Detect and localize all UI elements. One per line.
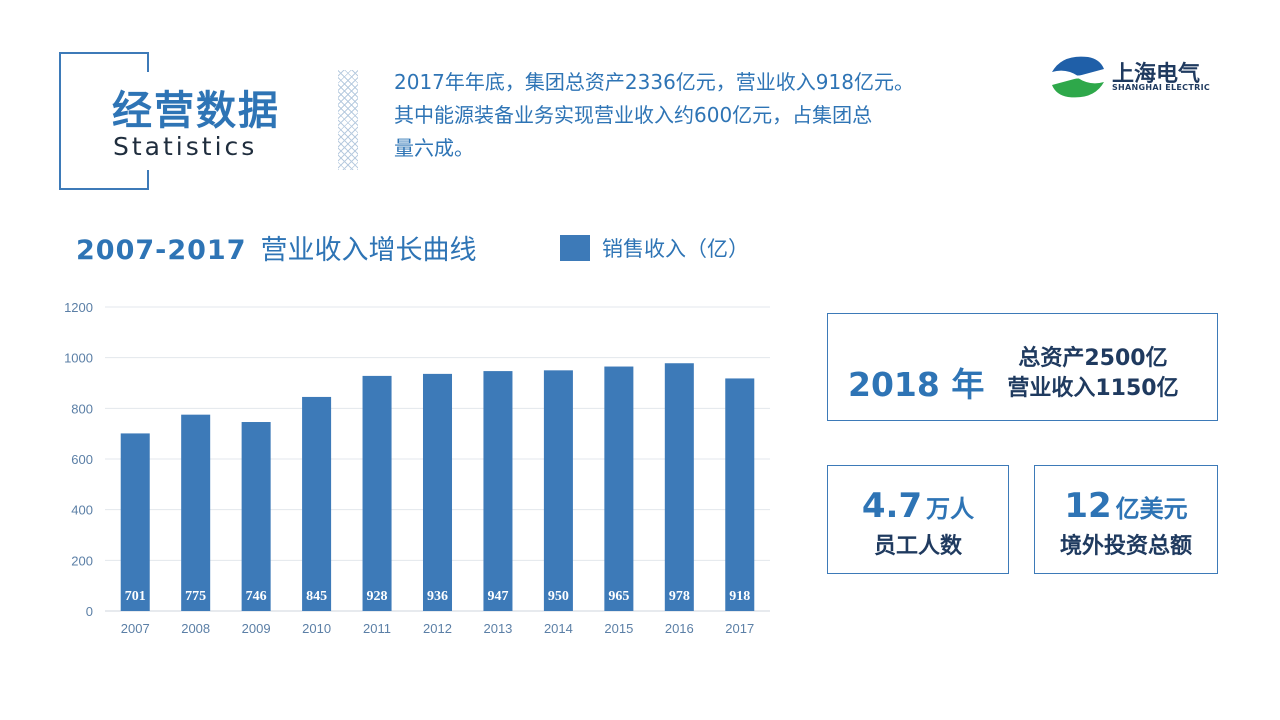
bar-data-label: 746 (246, 589, 267, 604)
bar (725, 378, 755, 611)
intro-line-1: 2017年年底，集团总资产2336亿元，营业收入918亿元。 (394, 70, 914, 94)
stat-invest-unit: 亿美元 (1115, 495, 1188, 523)
x-tick-label: 2007 (121, 621, 150, 636)
hatch-decoration (338, 70, 358, 170)
bar (241, 422, 271, 611)
y-tick-label: 200 (71, 553, 93, 568)
page-subtitle: Statistics (113, 132, 258, 161)
x-tick-label: 2013 (483, 621, 512, 636)
bar-data-label: 928 (367, 589, 388, 604)
y-tick-label: 1000 (64, 351, 93, 366)
x-tick-label: 2014 (544, 621, 573, 636)
company-logo: 上海电气 SHANGHAI ELECTRIC (1048, 52, 1238, 102)
bar (604, 366, 634, 611)
legend-swatch (560, 235, 590, 261)
chart-heading: 2007-2017 营业收入增长曲线 (76, 228, 477, 267)
page-title: 经营数据 (112, 88, 280, 134)
stat-invest-number: 12 (1064, 486, 1112, 526)
bar (543, 370, 573, 611)
x-tick-label: 2012 (423, 621, 452, 636)
chart-heading-years: 2007-2017 (76, 235, 247, 266)
y-tick-label: 1200 (64, 300, 93, 315)
x-tick-label: 2011 (363, 621, 391, 636)
bar-data-label: 775 (185, 589, 206, 604)
intro-text: 2017年年底，集团总资产2336亿元，营业收入918亿元。 其中能源装备业务实… (394, 66, 1014, 165)
stat-box-2018: 2018 年 总资产2500亿 营业收入1150亿 (827, 313, 1218, 421)
chart-legend: 销售收入（亿） (560, 233, 749, 263)
bar-data-label: 936 (427, 589, 448, 604)
bar (362, 375, 392, 611)
intro-line-3: 量六成。 (394, 136, 474, 160)
revenue-bar-chart: 0 200 400 600 800 1000 1200 701 2007 775 2008 746 20… (64, 300, 770, 636)
logo-text-en: SHANGHAI ELECTRIC (1112, 83, 1211, 92)
bar-data-label: 950 (548, 589, 569, 604)
bar (483, 371, 513, 611)
bar (422, 373, 453, 611)
stat-staff-number: 4.7 (861, 486, 923, 526)
stat-2018-year: 2018 年 (848, 365, 985, 404)
stat-box-invest: 12 亿美元 境外投资总额 (1034, 465, 1218, 574)
bar (664, 363, 694, 611)
chart-heading-text: 营业收入增长曲线 (260, 235, 477, 266)
bar-data-label: 978 (669, 589, 690, 604)
bar (120, 433, 150, 611)
stat-staff-label: 员工人数 (873, 534, 962, 559)
bar-data-label: 947 (487, 589, 508, 604)
stat-invest-label: 境外投资总额 (1059, 534, 1192, 559)
bar-data-label: 918 (729, 589, 750, 604)
y-tick-label: 800 (71, 401, 93, 416)
y-tick-label: 400 (71, 503, 93, 518)
stat-box-staff: 4.7 万人 员工人数 (827, 465, 1009, 574)
intro-line-2: 其中能源装备业务实现营业收入约600亿元，占集团总 (394, 103, 873, 127)
bar-data-label: 701 (125, 589, 146, 604)
stat-2018-lines: 总资产2500亿 营业收入1150亿 (998, 344, 1188, 404)
stat-staff-value: 4.7 万人 (828, 486, 1008, 526)
bar-data-label: 965 (608, 589, 629, 604)
y-tick-label: 600 (71, 452, 93, 467)
title-frame (59, 52, 149, 190)
x-tick-label: 2009 (242, 621, 271, 636)
stat-staff-unit: 万人 (926, 495, 975, 523)
x-tick-label: 2010 (302, 621, 331, 636)
bar-data-label: 845 (306, 589, 327, 604)
stat-2018-revenue: 营业收入1150亿 (1007, 376, 1179, 401)
logo-text-cn: 上海电气 (1112, 62, 1201, 87)
x-tick-label: 2008 (181, 621, 210, 636)
stat-invest-value: 12 亿美元 (1035, 486, 1217, 526)
x-tick-label: 2015 (604, 621, 633, 636)
x-tick-label: 2016 (665, 621, 694, 636)
logo-mark-icon (1048, 54, 1108, 100)
y-tick-label: 0 (86, 604, 93, 619)
bar (302, 396, 332, 611)
stat-2018-assets: 总资产2500亿 (1018, 346, 1168, 371)
legend-label: 销售收入（亿） (602, 237, 749, 261)
bar (181, 414, 211, 611)
x-tick-label: 2017 (725, 621, 754, 636)
